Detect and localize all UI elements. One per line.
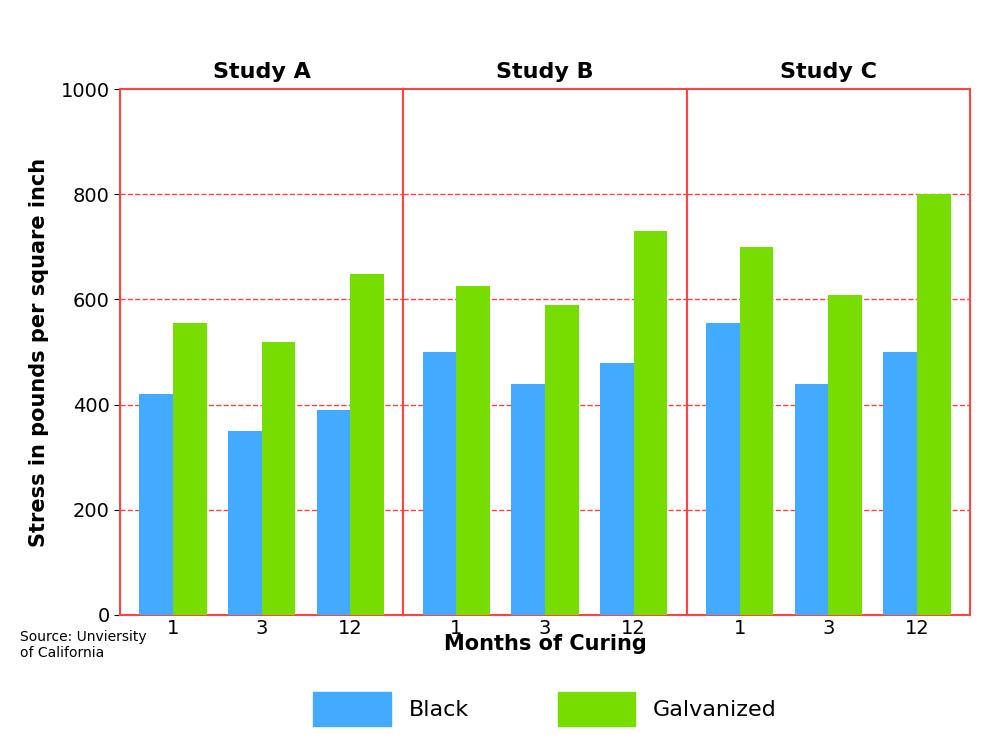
Bar [740,247,773,615]
Bar [139,394,173,615]
Bar [545,305,579,615]
Bar [423,352,456,615]
Text: Source: Unviersity
of California: Source: Unviersity of California [20,630,147,660]
Y-axis label: Stress in pounds per square inch: Stress in pounds per square inch [29,157,49,547]
Bar [173,323,207,615]
Title: Study A: Study A [213,63,311,82]
Bar [262,341,295,615]
Text: Months of Curing: Months of Curing [444,635,646,654]
Bar [228,431,262,615]
Title: Study B: Study B [496,63,594,82]
Bar [828,295,862,615]
Bar [706,323,740,615]
Bar [883,352,917,615]
Bar [795,384,828,615]
Bar [350,274,384,615]
Title: Study C: Study C [780,63,877,82]
Bar [511,384,545,615]
Bar [317,410,350,615]
Bar [634,231,667,615]
Legend: Black, Galvanized: Black, Galvanized [313,692,777,726]
Bar [600,363,634,615]
Bar [456,286,490,615]
Bar [917,194,951,615]
